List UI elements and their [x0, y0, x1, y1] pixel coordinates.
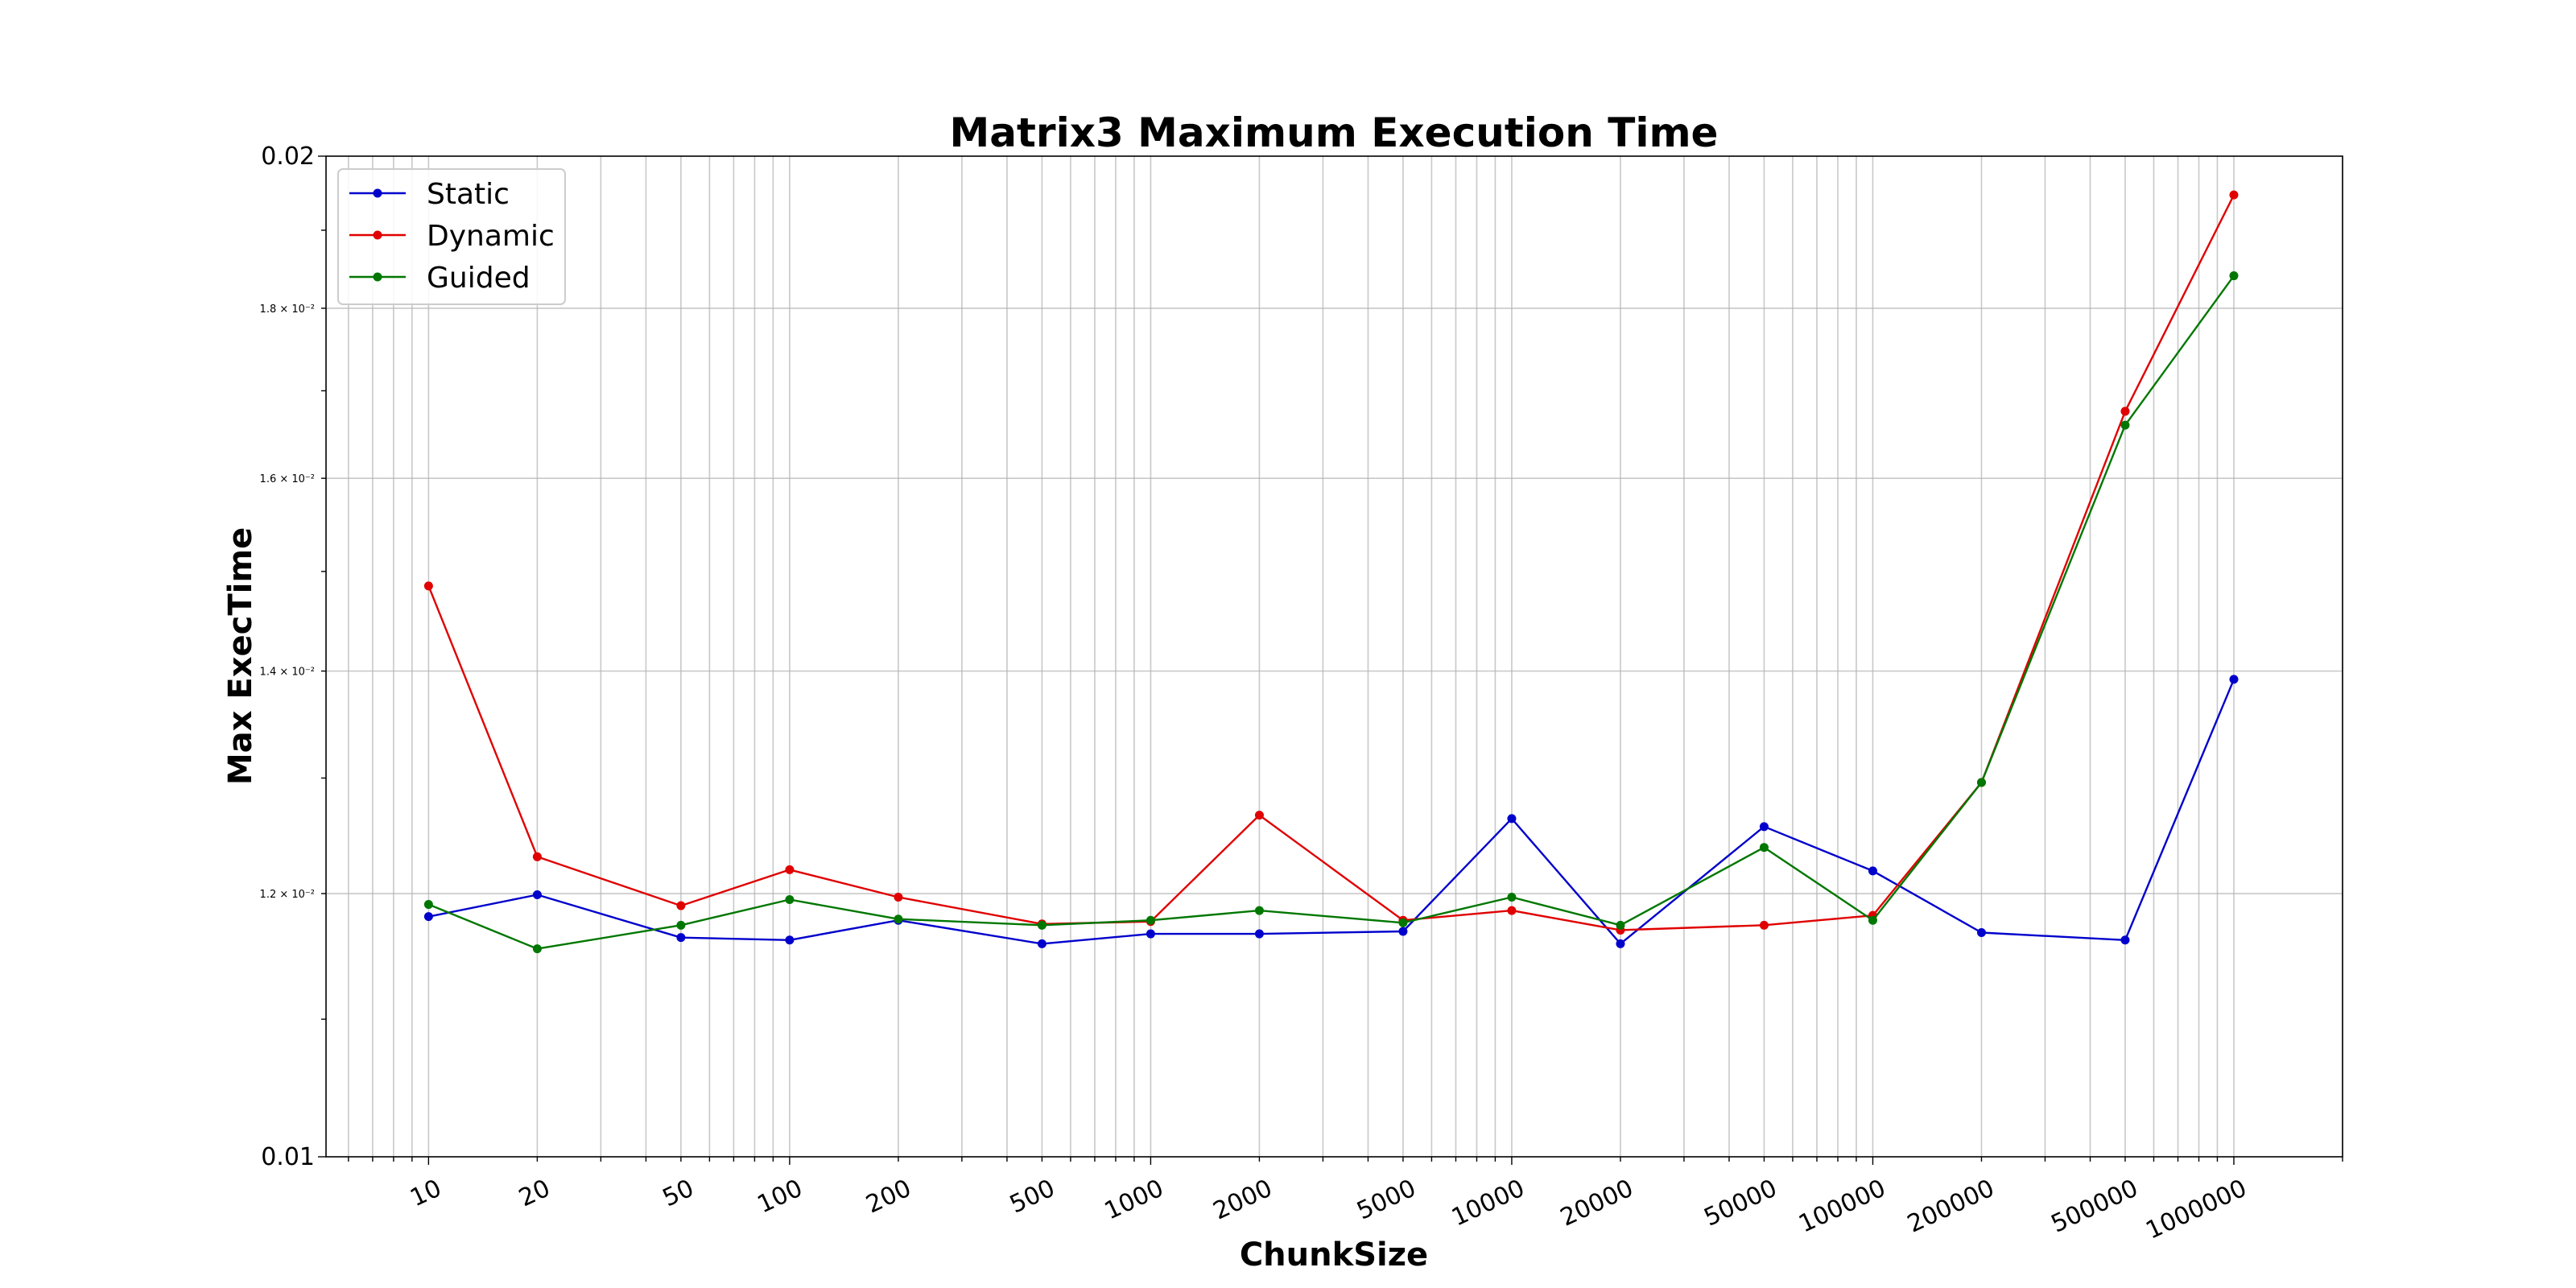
legend-label: Guided [427, 262, 530, 295]
data-point [1759, 843, 1769, 852]
y-tick-label: 1.4 × 10⁻² [260, 667, 315, 679]
data-point [2120, 935, 2130, 945]
data-point [2229, 675, 2239, 684]
data-point [423, 581, 433, 591]
legend-label: Static [427, 178, 510, 211]
data-point [1254, 906, 1264, 915]
data-point [1976, 928, 1986, 938]
series-guided [423, 271, 2239, 954]
data-point [532, 852, 542, 861]
data-point [1976, 778, 1986, 787]
series-line [428, 679, 2235, 945]
data-point [423, 912, 433, 922]
data-point [1146, 915, 1155, 925]
data-point [1868, 866, 1877, 876]
legend-items: Static Dynamic Guided [349, 178, 555, 295]
data-point [1759, 920, 1769, 930]
y-tick-label: 1.2 × 10⁻² [260, 889, 315, 901]
data-point [676, 901, 686, 910]
legend-label: Dynamic [427, 220, 555, 253]
data-point [1868, 915, 1877, 925]
data-point [423, 900, 433, 910]
data-point [1398, 918, 1408, 927]
legend-marker [373, 230, 382, 240]
x-axis-label: ChunkSize [1240, 1236, 1428, 1274]
series-line [427, 194, 2235, 931]
data-point [1507, 893, 1517, 902]
data-point [1616, 939, 1625, 948]
data-point [1759, 822, 1769, 832]
data-point [785, 935, 795, 945]
data-point [785, 865, 795, 874]
series-line [427, 275, 2235, 950]
data-point [1037, 920, 1046, 930]
data-point [1616, 920, 1625, 930]
y-tick-label: 0.02 [261, 142, 315, 171]
data-point [1398, 927, 1408, 936]
y-tick-label: 1.6 × 10⁻² [260, 473, 315, 485]
y-tick-label: 0.01 [261, 1143, 315, 1171]
grid-layer [326, 156, 2343, 1157]
data-point [1507, 906, 1517, 915]
data-point [2120, 420, 2130, 430]
chart-title: Matrix3 Maximum Execution Time [950, 109, 1719, 156]
legend-marker [373, 272, 382, 282]
legend-box [337, 168, 566, 305]
legend: Static Dynamic Guided [337, 168, 566, 305]
y-axis-label: Max ExecTime [222, 527, 259, 785]
data-point [2120, 407, 2130, 416]
legend-marker [373, 188, 382, 198]
y-tick-label: 1.8 × 10⁻² [260, 303, 315, 316]
series-layer [423, 190, 2239, 954]
data-point [1254, 811, 1264, 820]
data-point [676, 920, 686, 930]
data-point [1507, 814, 1517, 824]
data-point [676, 933, 686, 943]
data-point [785, 895, 795, 905]
data-point [1146, 929, 1155, 939]
data-point [1037, 939, 1046, 948]
data-point [1254, 929, 1264, 939]
legend-item-static: Static [349, 178, 510, 211]
plot-frame [325, 155, 2343, 1158]
data-point [532, 890, 542, 900]
data-point [2229, 271, 2239, 281]
data-point [532, 944, 542, 954]
data-point [2229, 190, 2239, 200]
legend-item-dynamic: Dynamic [349, 220, 555, 253]
legend-item-guided: Guided [349, 262, 530, 295]
data-point [894, 893, 903, 902]
data-point [894, 914, 903, 924]
